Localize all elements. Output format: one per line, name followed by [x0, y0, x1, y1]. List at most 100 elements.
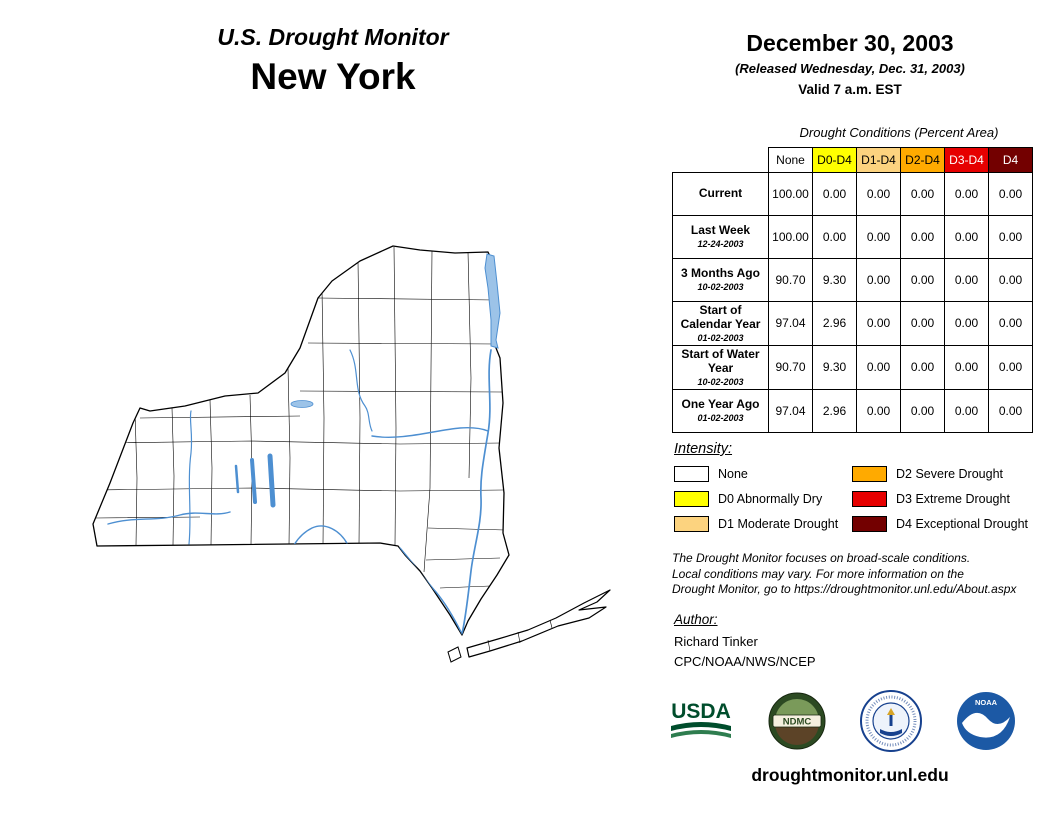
- col-header-label: D1-D4: [861, 153, 896, 167]
- table-cell: 0.00: [856, 215, 901, 259]
- disclaimer-line: The Drought Monitor focuses on broad-sca…: [672, 551, 971, 565]
- legend-swatch-d4: [852, 516, 887, 532]
- table-cell: 0.00: [856, 258, 901, 302]
- table-header-row: None D0-D4 D1-D4 D2-D4 D3-D4 D4: [672, 147, 1033, 173]
- col-header-d4: D4: [988, 147, 1033, 173]
- row-label-date: 10-02-2003: [697, 282, 744, 293]
- table-cell: 0.00: [988, 301, 1033, 346]
- legend-item-d3: D3 Extreme Drought: [852, 491, 1028, 507]
- table-cell: 0.00: [812, 172, 857, 216]
- delaware-river: [399, 547, 462, 633]
- legend-column-right: D2 Severe Drought D3 Extreme Drought D4 …: [852, 466, 1028, 532]
- row-label-text: Current: [698, 185, 743, 200]
- table-cell: 0.00: [900, 301, 945, 346]
- col-header-d0: D0-D4: [812, 147, 857, 173]
- legend-swatch-d1: [674, 516, 709, 532]
- noaa-logo-graphic: NOAA: [957, 692, 1015, 750]
- footer-url: droughtmonitor.unl.edu: [751, 765, 949, 785]
- report-header: U.S. Drought Monitor New York: [128, 24, 538, 98]
- waterways: [107, 253, 501, 635]
- table-cell: 0.00: [988, 344, 1033, 390]
- table-row-3-months-ago: 3 Months Ago 10-02-2003 90.70 9.30 0.00 0…: [672, 258, 1033, 302]
- row-label: Last Week 12-24-2003: [672, 215, 769, 259]
- table-cell: 0.00: [988, 215, 1033, 259]
- table-cell: 0.00: [812, 215, 857, 259]
- finger-lake-small: [234, 464, 240, 494]
- table-cell: 2.96: [812, 301, 857, 346]
- table-cell: 0.00: [988, 172, 1033, 216]
- row-label-text: Last Week: [690, 223, 751, 238]
- table-cell: 0.00: [944, 344, 989, 390]
- table-cell: 100.00: [768, 215, 813, 259]
- region-title: New York: [250, 56, 416, 97]
- row-label: One Year Ago 01-02-2003: [672, 388, 769, 433]
- table-cell: 0.00: [988, 388, 1033, 433]
- doc-text-ring: [865, 695, 917, 747]
- table-cell: 97.04: [768, 388, 813, 433]
- table-cell: 90.70: [768, 344, 813, 390]
- legend-label: D0 Abnormally Dry: [718, 492, 823, 506]
- doc-torch-flame: [887, 708, 895, 715]
- table-cell: 0.00: [944, 388, 989, 433]
- legend-label: None: [718, 467, 748, 481]
- noaa-logo-text: NOAA: [975, 698, 998, 707]
- released-date: (Released Wednesday, Dec. 31, 2003): [735, 61, 965, 76]
- doc-seal: [860, 690, 922, 752]
- col-header-d1: D1-D4: [856, 147, 901, 173]
- legend-label: D3 Extreme Drought: [896, 492, 1010, 506]
- legend-title: Intensity:: [674, 441, 733, 457]
- row-label: Current: [672, 172, 769, 216]
- doc-torch-handle: [889, 715, 893, 726]
- legend-item-none: None: [674, 466, 852, 482]
- drought-conditions-table: None D0-D4 D1-D4 D2-D4 D3-D4 D4 Current …: [672, 147, 1033, 433]
- finger-lake-west: [250, 458, 257, 504]
- genesee-river: [188, 410, 193, 545]
- table-cell: 0.00: [856, 344, 901, 390]
- doc-seal-graphic: [860, 690, 922, 752]
- table-cell: 100.00: [768, 172, 813, 216]
- table-cell: 0.00: [856, 388, 901, 433]
- usda-swoosh-bottom: [671, 730, 731, 738]
- legend-label: D2 Severe Drought: [896, 467, 1004, 481]
- row-label-date: 01-02-2003: [697, 332, 744, 343]
- col-header-label: D0-D4: [817, 153, 852, 167]
- row-label: Start of Water Year 10-02-2003: [672, 344, 769, 390]
- table-corner: [672, 147, 769, 173]
- table-row-last-week: Last Week 12-24-2003 100.00 0.00 0.00 0.0…: [672, 215, 1033, 259]
- agency-logos: USDA NDMC: [668, 690, 1016, 752]
- col-header-label: D2-D4: [905, 153, 940, 167]
- finger-lake-east: [267, 453, 276, 508]
- table-cell: 90.70: [768, 258, 813, 302]
- table-cell: 0.00: [944, 215, 989, 259]
- ndmc-soil-half: [775, 723, 819, 745]
- black-river: [349, 349, 373, 432]
- legend-label: D1 Moderate Drought: [718, 517, 839, 531]
- table-cell: 97.04: [768, 301, 813, 346]
- table-cell: 9.30: [812, 344, 857, 390]
- table-cell: 0.00: [900, 215, 945, 259]
- col-header-d2: D2-D4: [900, 147, 945, 173]
- legend-item-d1: D1 Moderate Drought: [674, 516, 852, 532]
- usda-logo-text: USDA: [671, 700, 731, 723]
- table-row-start-calendar-year: Start of Calendar Year 01-02-2003 97.04 2…: [672, 301, 1033, 346]
- legend-column-left: None D0 Abnormally Dry D1 Moderate Droug…: [674, 466, 852, 532]
- legend-swatch-d0: [674, 491, 709, 507]
- table-title: Drought Conditions (Percent Area): [799, 125, 999, 140]
- table-row-current: Current 100.00 0.00 0.00 0.00 0.00 0.00: [672, 172, 1033, 216]
- table-cell: 0.00: [900, 388, 945, 433]
- legend-item-d0: D0 Abnormally Dry: [674, 491, 852, 507]
- usda-swoosh-top: [671, 722, 731, 731]
- col-header-label: None: [776, 153, 805, 167]
- legend-columns: None D0 Abnormally Dry D1 Moderate Droug…: [674, 466, 1040, 532]
- ndmc-banner: [772, 714, 822, 728]
- doc-waves: [880, 729, 902, 736]
- table-cell: 0.00: [944, 301, 989, 346]
- table-cell: 0.00: [944, 172, 989, 216]
- col-header-none: None: [768, 147, 813, 173]
- row-label-text: One Year Ago: [681, 397, 760, 412]
- author-block: Author: Richard Tinker CPC/NOAA/NWS/NCEP: [674, 612, 816, 669]
- staten-island-outline: [447, 646, 462, 663]
- mohawk-river: [371, 427, 489, 438]
- table-cell: 2.96: [812, 388, 857, 433]
- date-block: December 30, 2003 (Released Wednesday, D…: [690, 30, 1010, 97]
